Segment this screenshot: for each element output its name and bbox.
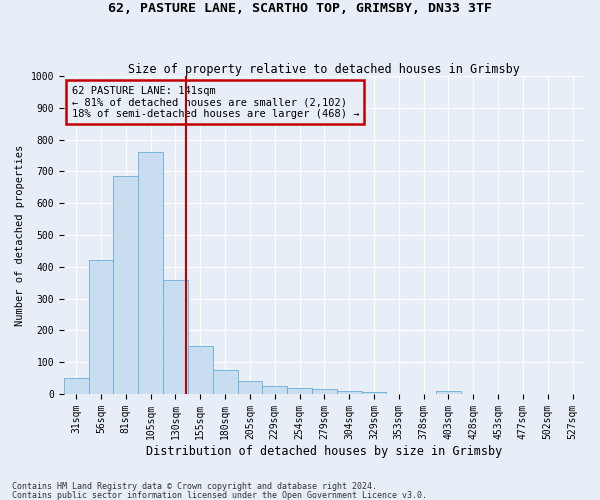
Title: Size of property relative to detached houses in Grimsby: Size of property relative to detached ho…: [128, 63, 520, 76]
Bar: [362, 392, 386, 394]
Bar: [436, 391, 461, 394]
Text: 62 PASTURE LANE: 141sqm
← 81% of detached houses are smaller (2,102)
18% of semi: 62 PASTURE LANE: 141sqm ← 81% of detache…: [71, 86, 359, 118]
Bar: [337, 391, 362, 394]
Bar: [287, 388, 312, 394]
Bar: [312, 389, 337, 394]
Bar: [238, 382, 262, 394]
Bar: [188, 346, 212, 394]
X-axis label: Distribution of detached houses by size in Grimsby: Distribution of detached houses by size …: [146, 444, 503, 458]
Bar: [89, 260, 113, 394]
Bar: [212, 370, 238, 394]
Bar: [163, 280, 188, 394]
Y-axis label: Number of detached properties: Number of detached properties: [15, 144, 25, 326]
Text: Contains HM Land Registry data © Crown copyright and database right 2024.: Contains HM Land Registry data © Crown c…: [12, 482, 377, 491]
Bar: [262, 386, 287, 394]
Text: Contains public sector information licensed under the Open Government Licence v3: Contains public sector information licen…: [12, 490, 427, 500]
Text: 62, PASTURE LANE, SCARTHO TOP, GRIMSBY, DN33 3TF: 62, PASTURE LANE, SCARTHO TOP, GRIMSBY, …: [108, 2, 492, 16]
Bar: [64, 378, 89, 394]
Bar: [113, 176, 138, 394]
Bar: [138, 152, 163, 394]
